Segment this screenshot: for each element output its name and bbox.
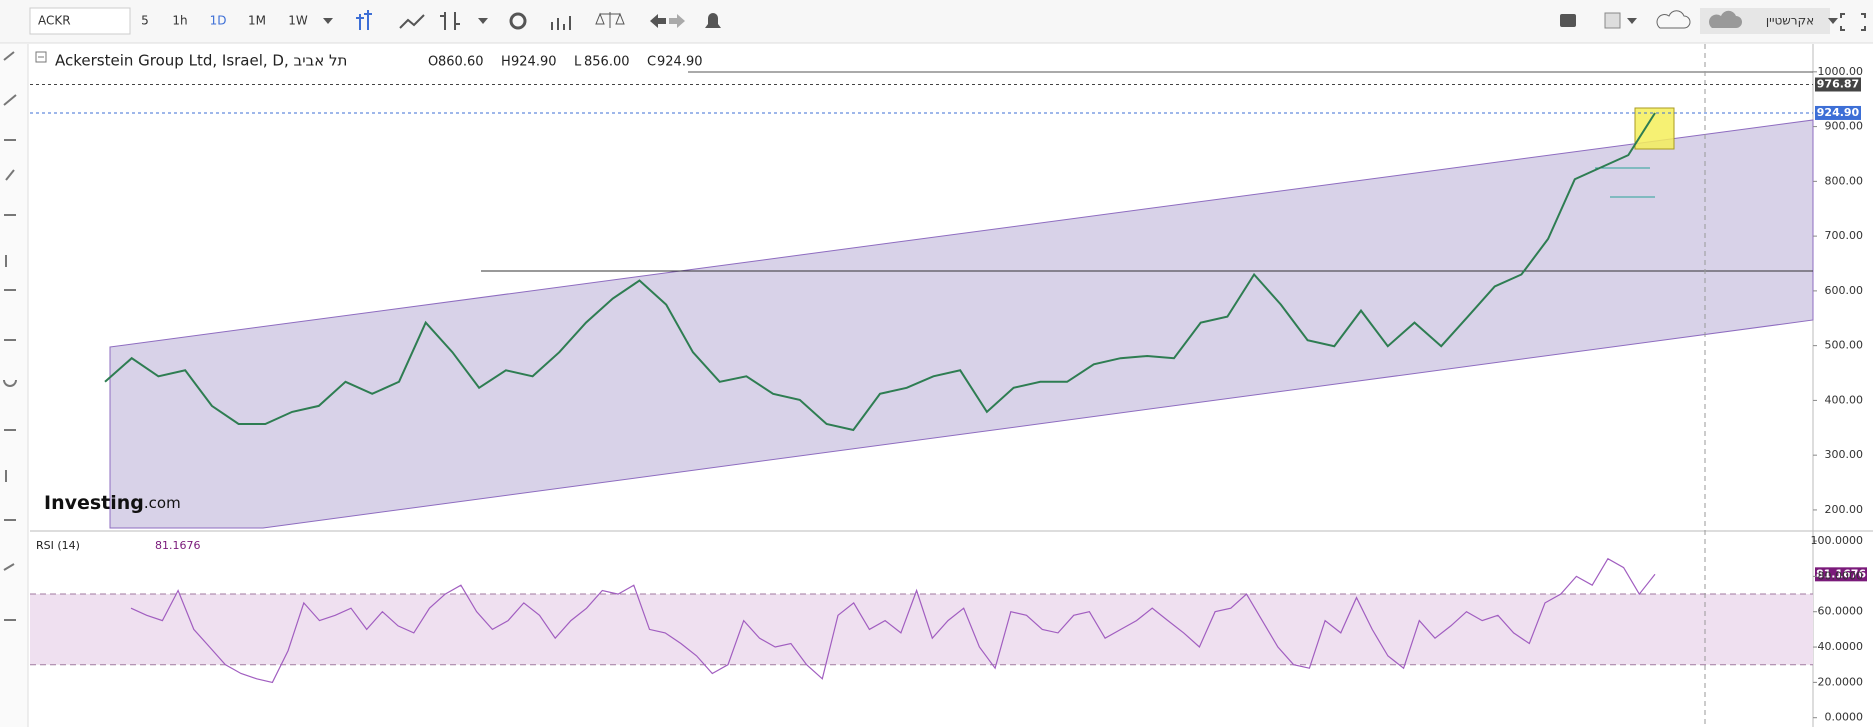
y-tick-label: 600.00 bbox=[1825, 284, 1864, 297]
y-tick-label: 100.0000 bbox=[1811, 534, 1864, 547]
symbol[interactable]: ACKR bbox=[38, 14, 71, 28]
interval[interactable]: 1W bbox=[288, 14, 308, 28]
ohlc-value: 924.90 bbox=[511, 55, 557, 70]
series-line bbox=[130, 557, 1656, 684]
dropdown[interactable] bbox=[1828, 18, 1838, 24]
compare-icon[interactable] bbox=[595, 12, 625, 28]
rsi-tag bbox=[1815, 567, 1867, 582]
symbol-box[interactable] bbox=[29, 7, 131, 35]
cloud-load[interactable] bbox=[1656, 10, 1691, 29]
undo-icon[interactable] bbox=[650, 14, 666, 28]
ohlc-legend: O 860.60 H 924.90 L 856.00 C 924.90 bbox=[428, 55, 703, 70]
cloud-save[interactable] bbox=[1709, 10, 1742, 28]
redo-icon[interactable] bbox=[669, 14, 685, 28]
dropdown[interactable] bbox=[1627, 18, 1637, 24]
collapse-toggle[interactable] bbox=[35, 51, 47, 63]
dropdown[interactable] bbox=[323, 18, 333, 24]
toolbar bbox=[0, 0, 1873, 43]
candles-icon[interactable] bbox=[356, 10, 372, 30]
y-tick-label: 0.0000 bbox=[1825, 711, 1864, 724]
y-tick-label: 700.00 bbox=[1825, 229, 1864, 242]
drawing-tools[interactable] bbox=[3, 51, 17, 621]
ohlc-key: H bbox=[501, 55, 511, 70]
interval[interactable]: 1M bbox=[248, 14, 266, 28]
interval[interactable]: 5 bbox=[141, 14, 149, 28]
account-box[interactable] bbox=[1750, 8, 1830, 34]
account[interactable]: אקרשטיין bbox=[1766, 14, 1814, 28]
price-pane: 976.87 924.90 Investing.com 200.00 300.00 400… bbox=[30, 65, 1864, 529]
alert-icon[interactable] bbox=[705, 13, 721, 28]
ohlc-key: O bbox=[428, 55, 438, 70]
price-tag-label: 924.90 bbox=[1817, 106, 1860, 119]
y-tick-label: 80.0000 bbox=[1818, 569, 1864, 582]
price-tag bbox=[1815, 105, 1861, 120]
y-tick-label: 40.0000 bbox=[1818, 640, 1864, 653]
y-tick-label: 800.00 bbox=[1825, 174, 1864, 187]
interval[interactable]: 1D bbox=[210, 14, 227, 28]
color-box[interactable] bbox=[1604, 12, 1621, 29]
series-line bbox=[104, 112, 1656, 432]
rsi-title: RSI (14) bbox=[36, 539, 80, 552]
interval[interactable]: 1h bbox=[172, 14, 187, 28]
rsi-value: 81.1676 bbox=[155, 539, 201, 552]
y-tick-label: 500.00 bbox=[1825, 339, 1864, 352]
symbol-title: Ackerstein Group Ltd, Israel, D, תל אביב bbox=[55, 52, 347, 70]
y-tick-label: 60.0000 bbox=[1818, 605, 1864, 618]
ohlc-value: 860.60 bbox=[438, 55, 484, 70]
ohlc-key: C bbox=[647, 55, 656, 70]
dropdown[interactable] bbox=[478, 18, 488, 24]
y-tick-label: 1000.00 bbox=[1818, 65, 1864, 78]
bars-icon[interactable] bbox=[440, 12, 460, 30]
y-tick-label: 400.00 bbox=[1825, 393, 1864, 406]
y-tick-label: 900.00 bbox=[1825, 120, 1864, 133]
y-tick-label: 20.0000 bbox=[1818, 675, 1864, 688]
watermark: Investing.com bbox=[44, 492, 181, 514]
y-tick-label: 300.00 bbox=[1825, 448, 1864, 461]
fullscreen-icon[interactable] bbox=[1840, 13, 1866, 31]
camera-icon[interactable] bbox=[1560, 14, 1576, 27]
price-tag-label: 976.87 bbox=[1817, 77, 1859, 90]
indicators-icon[interactable] bbox=[551, 16, 571, 30]
ohlc-key: L bbox=[574, 55, 582, 70]
y-tick-label: 200.00 bbox=[1825, 503, 1864, 516]
ohlc-value: 856.00 bbox=[584, 55, 630, 70]
line-icon[interactable] bbox=[399, 14, 425, 29]
channel bbox=[109, 119, 1814, 529]
ohlc-value: 924.90 bbox=[657, 55, 703, 70]
price-tag bbox=[1815, 77, 1861, 92]
rsi-tag-label: 81.1676 bbox=[1816, 567, 1866, 580]
watermark-brand: Investing bbox=[44, 492, 144, 514]
watermark-suffix: .com bbox=[144, 494, 181, 512]
rsi-pane: 81.1676 0.0000 20.0000 40.0000 60.0000 80.000… bbox=[30, 534, 1867, 724]
settings-icon[interactable] bbox=[509, 12, 527, 30]
